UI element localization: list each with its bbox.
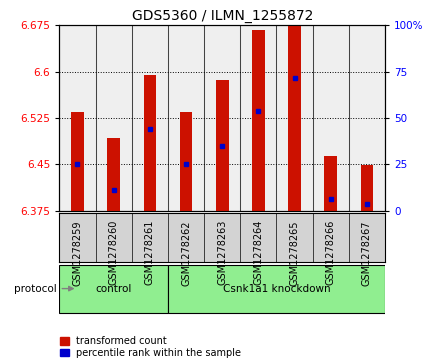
Bar [313,25,349,211]
Text: protocol: protocol [15,284,57,294]
Bar [276,25,313,211]
Bar [288,25,301,211]
Bar [240,25,276,211]
Bar [107,138,120,211]
Text: GSM1278260: GSM1278260 [109,220,119,285]
Bar [132,25,168,211]
Bar [59,265,168,313]
Bar [168,265,385,313]
Text: GSM1278261: GSM1278261 [145,220,155,285]
Bar [143,76,156,211]
Text: GSM1278262: GSM1278262 [181,220,191,286]
Text: GSM1278263: GSM1278263 [217,220,227,285]
Text: control: control [95,284,132,294]
Text: GSM1278266: GSM1278266 [326,220,336,285]
Bar [216,80,228,211]
Bar [71,112,84,211]
Bar [180,113,192,211]
Text: Csnk1a1 knockdown: Csnk1a1 knockdown [223,284,330,294]
Text: GSM1278264: GSM1278264 [253,220,264,285]
Bar [349,25,385,211]
Title: GDS5360 / ILMN_1255872: GDS5360 / ILMN_1255872 [132,9,313,23]
Bar [95,25,132,211]
Text: GSM1278265: GSM1278265 [290,220,300,286]
Legend: transformed count, percentile rank within the sample: transformed count, percentile rank withi… [60,336,242,358]
Bar [59,25,95,211]
Text: GSM1278259: GSM1278259 [73,220,82,286]
Bar [168,25,204,211]
Bar [361,166,373,211]
Bar [204,25,240,211]
Bar [252,30,265,211]
Text: GSM1278267: GSM1278267 [362,220,372,286]
Bar [324,156,337,211]
